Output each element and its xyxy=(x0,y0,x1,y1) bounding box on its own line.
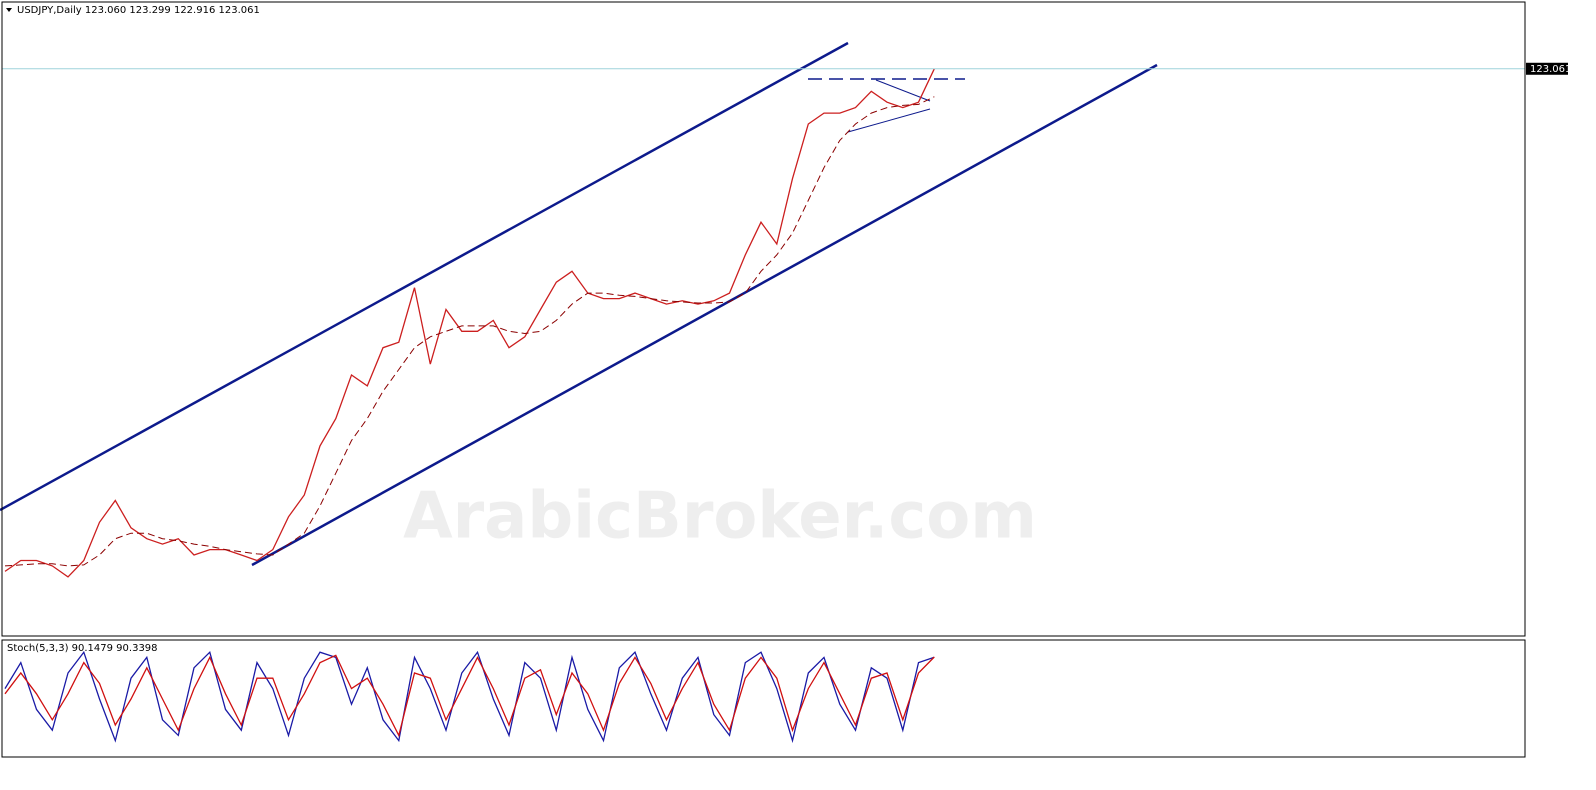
stoch-pane xyxy=(1,639,1526,758)
plot-layer xyxy=(2,68,1525,744)
triangle-lower xyxy=(847,108,931,133)
series-line xyxy=(4,96,935,567)
watermark: ArabicBroker.com xyxy=(403,480,1037,554)
drawings xyxy=(0,41,1158,567)
menu-arrow xyxy=(6,8,12,12)
price-pane xyxy=(1,1,1526,637)
last-price-label: 123.061 xyxy=(1530,64,1571,75)
series-line xyxy=(4,68,935,578)
series-line xyxy=(4,654,935,738)
last-price-box xyxy=(1526,62,1568,75)
stoch-title: Stoch(5,3,3) 90.1479 90.3398 xyxy=(7,643,158,654)
channel-lower xyxy=(251,63,1158,567)
chart-title: USDJPY,Daily 123.060 123.299 122.916 123… xyxy=(17,5,260,16)
series-line xyxy=(4,650,935,744)
channel-upper xyxy=(0,41,849,512)
